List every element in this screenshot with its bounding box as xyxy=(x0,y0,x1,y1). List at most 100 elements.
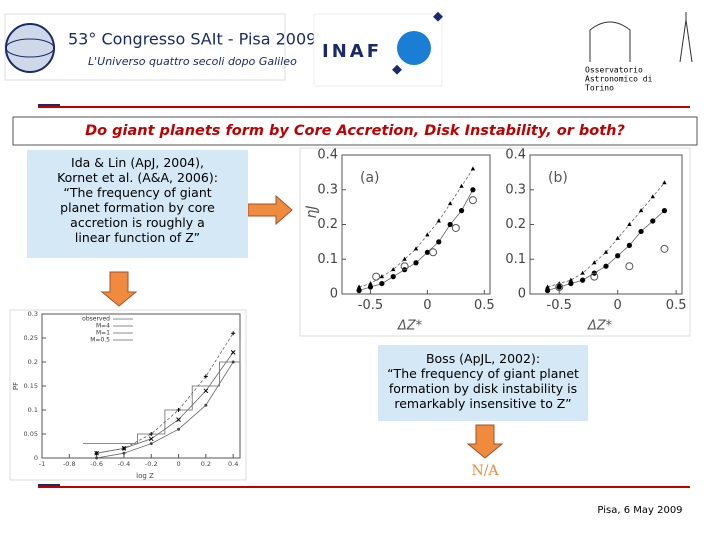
y-tick-label: 0.2 xyxy=(28,358,38,366)
point xyxy=(122,451,126,455)
point xyxy=(436,218,441,223)
point xyxy=(203,388,209,394)
figure-bottom xyxy=(9,309,247,481)
arrow-down xyxy=(100,271,138,307)
conference-title: 53° Congresso SAIt - Pisa 2009 xyxy=(68,30,316,49)
point xyxy=(390,274,396,280)
box-line: accretion is roughly a xyxy=(70,215,205,230)
x-tick-label: -1 xyxy=(39,460,45,468)
point xyxy=(231,360,235,364)
point xyxy=(470,187,476,193)
y-axis-label: PF xyxy=(12,382,20,390)
point xyxy=(368,281,373,286)
globe xyxy=(5,23,55,73)
slide-title: Do giant planets form by Core Accretion,… xyxy=(85,123,625,139)
y-tick-label: 0.2 xyxy=(505,217,526,232)
point xyxy=(402,256,407,261)
y-tick-label: 0.4 xyxy=(505,148,526,163)
panel-label: (b) xyxy=(548,170,568,186)
point xyxy=(149,442,153,446)
point xyxy=(625,262,634,271)
point xyxy=(638,228,644,235)
y-axis-label: ηJ xyxy=(304,205,320,218)
box-line: “The frequency of giant planet xyxy=(387,366,579,381)
box-line: planet formation by core xyxy=(60,200,215,215)
point xyxy=(176,408,181,412)
point xyxy=(661,208,668,214)
point xyxy=(580,277,586,283)
legend-label: M=1 xyxy=(96,330,110,337)
point xyxy=(603,263,609,269)
series-line xyxy=(358,168,474,288)
point xyxy=(231,331,236,336)
point xyxy=(545,284,550,289)
arrow-right xyxy=(247,194,293,226)
point xyxy=(204,403,208,407)
panel-label: (a) xyxy=(360,170,380,186)
inaf-circle xyxy=(397,31,431,65)
x-tick-label: -0.2 xyxy=(145,460,158,468)
title-box xyxy=(12,116,698,146)
box-line: Ida & Lin (ApJ, 2004), xyxy=(71,155,204,170)
point xyxy=(94,450,99,456)
point xyxy=(413,246,419,251)
point xyxy=(177,427,181,431)
point xyxy=(447,221,453,228)
inaf-text: INAF xyxy=(322,41,382,62)
x-tick-label: 0.5 xyxy=(474,298,495,313)
box-line: linear function of Z” xyxy=(74,230,201,245)
series-line xyxy=(96,332,234,454)
x-tick-label: 0 xyxy=(176,460,180,468)
x-tick-label: -0.4 xyxy=(118,460,131,468)
y-tick-label: 0.3 xyxy=(28,310,38,318)
footer-date: Pisa, 6 May 2009 xyxy=(597,505,682,516)
x-tick-label: -0.5 xyxy=(358,298,383,313)
y-tick-label: 0.3 xyxy=(505,182,526,197)
point xyxy=(149,432,154,436)
y-tick-label: 0.25 xyxy=(24,334,38,342)
point xyxy=(556,284,562,290)
y-tick-label: 0.2 xyxy=(317,217,338,232)
series-line xyxy=(96,361,234,459)
point xyxy=(590,272,599,281)
point xyxy=(627,222,632,226)
box-line: formation by disk instability is xyxy=(388,381,578,396)
point xyxy=(451,223,460,232)
x-tick-label: -0.6 xyxy=(90,460,103,468)
x-tick-label: -0.8 xyxy=(63,460,76,468)
box-line: “The frequency of giant xyxy=(63,185,212,200)
legend-label: M=0.5 xyxy=(90,337,110,344)
point xyxy=(356,284,362,289)
point xyxy=(203,374,208,379)
y-tick-label: 0.1 xyxy=(28,406,38,414)
series-line xyxy=(547,182,665,288)
point xyxy=(425,232,430,237)
y-tick-label: 0 xyxy=(518,287,526,302)
y-tick-label: 0 xyxy=(34,454,38,462)
globe-ring xyxy=(5,38,55,58)
point xyxy=(458,208,465,214)
x-tick-label: 0.5 xyxy=(666,298,687,313)
x-tick-label: 0.4 xyxy=(228,460,238,468)
x-axis-label: ΔZ* xyxy=(397,319,423,334)
point xyxy=(468,196,477,205)
point xyxy=(429,248,438,257)
x-tick-label: -0.5 xyxy=(547,298,572,313)
point xyxy=(372,272,381,281)
point xyxy=(638,208,644,213)
point xyxy=(660,244,669,253)
point xyxy=(356,287,362,294)
point xyxy=(568,280,574,287)
x-tick-label: 0.2 xyxy=(201,460,211,468)
point xyxy=(379,274,385,279)
x-axis-label: log Z xyxy=(136,472,154,480)
legend-label: M=4 xyxy=(96,323,110,330)
observatory-line: Astronomico di xyxy=(585,75,653,84)
point xyxy=(148,436,154,442)
point xyxy=(592,260,597,265)
box-line: Boss (ApJL, 2002): xyxy=(425,351,541,366)
point xyxy=(436,239,442,245)
box-line: Kornet et al. (A&A, 2006): xyxy=(57,170,218,185)
